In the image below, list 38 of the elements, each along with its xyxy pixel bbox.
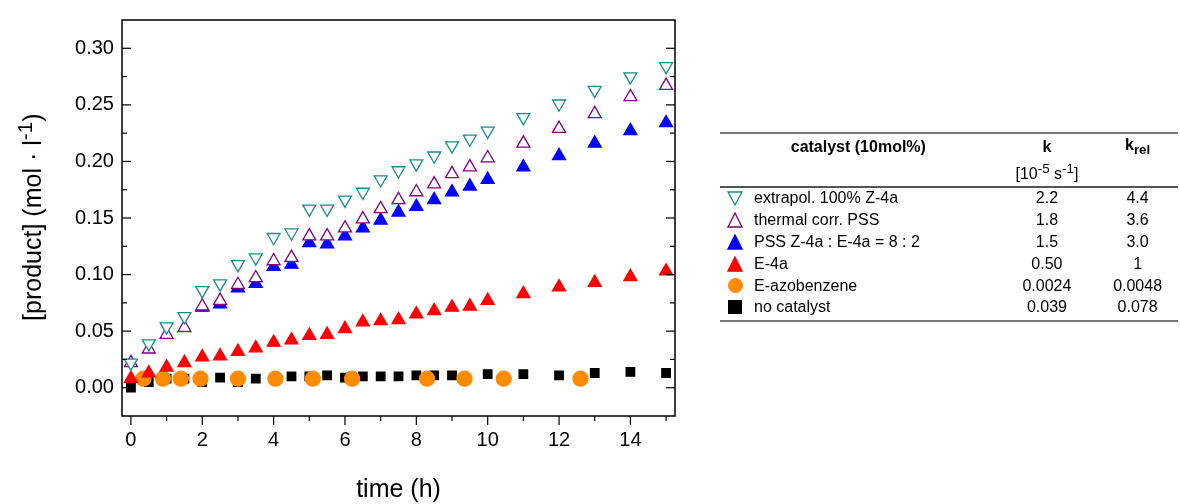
y-tick-label: 0.05 <box>75 318 114 341</box>
y-tick-label: 0.15 <box>75 205 114 228</box>
legend-label: E-4a <box>753 253 789 274</box>
y-tick-label: 0.20 <box>75 148 114 171</box>
text: 3.0 <box>1125 231 1150 252</box>
text: k$_{rel}$ <box>1097 133 1178 160</box>
y-tick-label: 0.25 <box>75 92 114 115</box>
x-tick-label: 12 <box>547 427 571 450</box>
y-tick-label: 0.00 <box>75 375 114 398</box>
legend-title: catalyst (10mol%) <box>720 133 997 160</box>
x-tick-label: 10 <box>476 427 499 450</box>
text: 1 <box>1132 253 1144 274</box>
x-tick-label: 14 <box>619 427 642 450</box>
legend-label: thermal corr. PSS <box>753 209 881 230</box>
text: k <box>996 133 1098 160</box>
text: 1.5 <box>1034 231 1060 252</box>
y-tick-label: 0.30 <box>75 35 114 58</box>
x-axis-title: time (h) <box>355 474 442 503</box>
x-tick-label: 6 <box>339 427 351 450</box>
x-tick-label: 8 <box>410 427 422 450</box>
text: 0.078 <box>1097 296 1178 321</box>
x-tick-label: 0 <box>125 427 137 450</box>
text: [10$^{-5}$ s$^{-1}$] <box>996 159 1098 187</box>
legend-label: E-azobenzene <box>753 275 859 296</box>
text: 0.0048 <box>1112 275 1164 296</box>
legend-label: extrapol. 100% Z-4a <box>753 188 900 208</box>
legend-label: PSS Z-4a : E-4a = 8 : 2 <box>753 231 921 252</box>
text: 0.0024 <box>1021 275 1073 296</box>
x-tick-label: 2 <box>196 427 208 450</box>
legend-label: no catalyst <box>750 296 997 321</box>
text: 2.2 <box>1034 188 1060 208</box>
text: 4.4 <box>1125 188 1150 208</box>
text: 0.039 <box>996 296 1098 321</box>
text: 1.8 <box>1034 209 1060 230</box>
text: 0.50 <box>1030 253 1064 274</box>
x-tick-label: 4 <box>268 427 280 450</box>
text: 3.6 <box>1125 209 1150 230</box>
y-tick-label: 0.10 <box>75 262 114 285</box>
